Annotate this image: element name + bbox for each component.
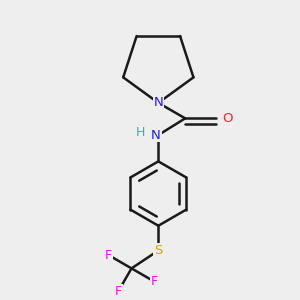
- Text: H: H: [136, 126, 145, 139]
- Text: F: F: [151, 275, 158, 288]
- Text: O: O: [222, 112, 232, 125]
- Text: S: S: [154, 244, 163, 257]
- Text: F: F: [115, 285, 122, 298]
- Text: F: F: [105, 249, 112, 262]
- Text: N: N: [151, 128, 161, 142]
- Text: N: N: [154, 96, 163, 110]
